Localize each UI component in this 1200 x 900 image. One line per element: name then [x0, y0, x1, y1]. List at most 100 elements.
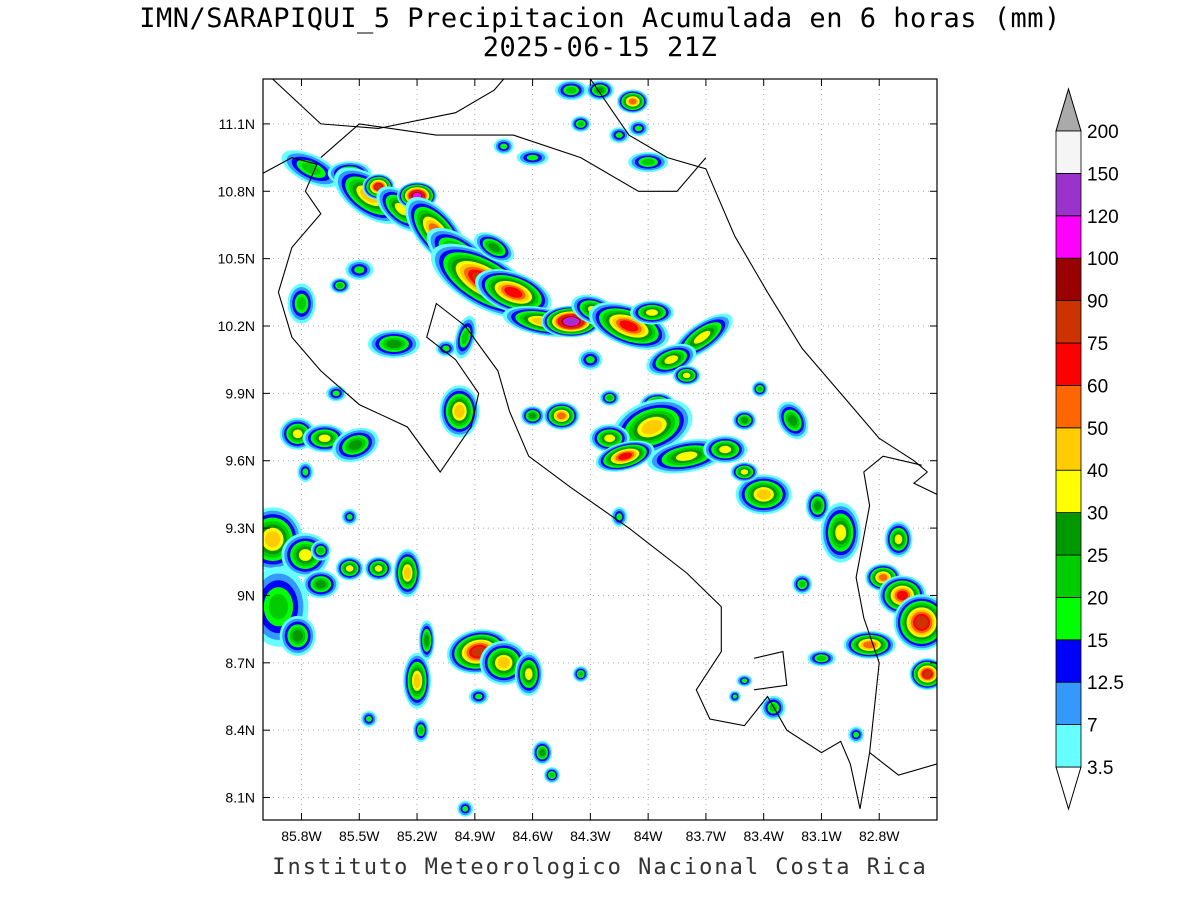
rain-cell: [493, 138, 514, 155]
rain-contour: [298, 549, 312, 562]
rain-cell: [609, 127, 630, 144]
rain-cell: [302, 570, 339, 599]
rain-cell: [628, 120, 649, 137]
rain-contour: [524, 668, 533, 681]
rain-contour: [835, 524, 847, 541]
rain-contour: [475, 693, 483, 700]
colorbar-level-label: 100: [1087, 249, 1119, 270]
rain-contour: [693, 330, 711, 344]
map-frame: [262, 78, 938, 821]
lat-tick-label: 9N: [237, 587, 255, 603]
rain-contour: [604, 434, 616, 443]
colorbar-upper-extension: [1055, 87, 1082, 132]
rain-contour: [268, 593, 289, 620]
rain-contour: [539, 749, 546, 757]
rain-cell: [279, 615, 316, 656]
rain-contour: [504, 286, 523, 298]
rain-cell: [364, 556, 393, 581]
colorbar-level-label: 20: [1087, 588, 1108, 609]
rain-cell: [516, 149, 549, 166]
colorbar: 3.5 7 12.5 15 20 25 30 40 50 60 75 90 100 120 150 200: [1055, 87, 1124, 811]
colorbar-level-label: 75: [1087, 334, 1108, 355]
rain-contour: [577, 121, 584, 127]
colorbar-level-label: 3.5: [1087, 758, 1113, 779]
rain-contour: [497, 657, 510, 669]
rain-cell: [736, 674, 753, 687]
rain-cell: [297, 461, 314, 482]
rain-cell: [595, 440, 655, 472]
rain-cell: [848, 726, 865, 743]
lon-tick-label: 84W: [634, 828, 664, 844]
rain-contour: [529, 412, 537, 419]
rain-contour: [814, 500, 822, 511]
rain-contour: [418, 726, 424, 735]
colorbar-lower-extension: [1055, 766, 1082, 811]
colorbar-swatch: [1055, 300, 1082, 344]
rain-contour: [756, 489, 771, 500]
rain-cell: [541, 305, 602, 338]
rain-cell: [520, 405, 545, 426]
coastline-segment: [320, 123, 707, 192]
rain-cell: [412, 718, 429, 743]
lon-tick-label: 83.1W: [801, 828, 842, 844]
rain-contour: [578, 671, 584, 677]
rain-contour: [354, 266, 365, 274]
rain-contour: [264, 531, 281, 548]
colorbar-swatch: [1055, 681, 1082, 726]
rain-contour: [317, 547, 324, 554]
colorbar-swatch: [1055, 512, 1082, 556]
rain-cell: [599, 389, 620, 406]
rain-contour: [641, 158, 655, 166]
lon-tick-label: 83.4W: [743, 828, 784, 844]
rain-contour: [646, 309, 658, 316]
lat-tick-label: 9.6N: [225, 453, 255, 469]
rain-contour: [757, 386, 763, 392]
colorbar-level-label: 7: [1087, 716, 1098, 737]
colorbar-level-label: 120: [1087, 207, 1119, 228]
lon-tick-label: 83.7W: [686, 828, 727, 844]
rain-contour: [799, 581, 806, 588]
lat-tick-label: 9.9N: [225, 385, 255, 401]
rain-cell: [367, 329, 420, 358]
rain-contour: [374, 183, 383, 190]
coastline-segment: [753, 650, 788, 691]
rain-cell: [792, 574, 813, 595]
rain-cell: [310, 540, 331, 561]
coastline-segment: [855, 455, 922, 809]
rain-cell: [570, 115, 591, 132]
rain-contour: [565, 87, 577, 94]
lat-tick-label: 8.4N: [225, 722, 255, 738]
rain-cell: [335, 556, 364, 581]
rain-contour: [894, 534, 903, 545]
coastline: [263, 79, 937, 809]
colorbar-level-label: 40: [1087, 461, 1108, 482]
rain-contour: [641, 419, 663, 435]
rain-cell: [341, 508, 358, 525]
rain-contour: [301, 162, 321, 175]
rain-cell: [439, 385, 480, 438]
coastline-segment: [589, 79, 928, 473]
colorbar-level-label: 12.5: [1087, 673, 1124, 694]
rain-contour: [394, 203, 409, 216]
rain-cell: [279, 417, 316, 450]
lat-tick-label: 8.1N: [225, 790, 255, 806]
rain-cell: [728, 690, 741, 703]
rain-contour: [346, 513, 353, 520]
rain-contour: [488, 242, 500, 252]
colorbar-swatch: [1055, 172, 1082, 217]
rain-contour: [915, 616, 928, 629]
rain-cell: [672, 365, 701, 386]
rain-cell: [578, 349, 603, 370]
rain-cell: [418, 620, 435, 661]
rain-cell: [820, 502, 861, 563]
colorbar-swatch: [1055, 554, 1082, 598]
rain-contour: [615, 132, 623, 139]
rain-contour: [318, 434, 331, 443]
title-line-2: 2025-06-15 21Z: [482, 32, 718, 63]
colorbar-level-label: 150: [1087, 164, 1119, 185]
rain-contour: [675, 451, 698, 461]
colorbar-level-label: 60: [1087, 376, 1108, 397]
rain-cell: [543, 767, 560, 784]
rain-contour: [549, 772, 555, 778]
